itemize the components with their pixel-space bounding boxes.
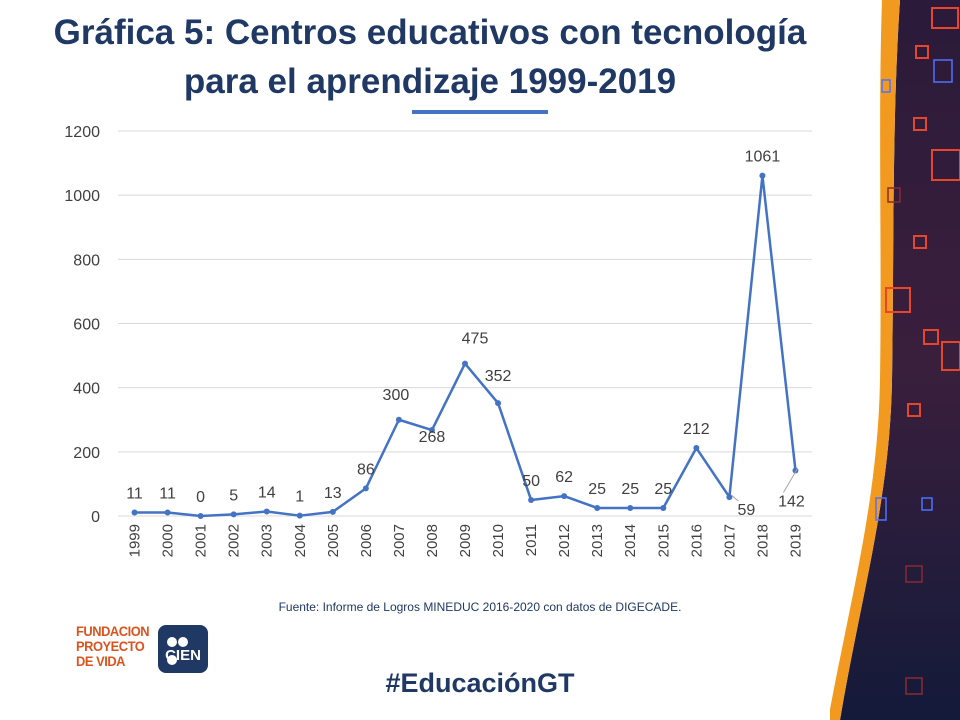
data-label: 142 <box>778 493 805 510</box>
x-tick-label: 2010 <box>490 524 507 557</box>
data-label: 352 <box>485 368 512 385</box>
data-label: 50 <box>522 473 540 490</box>
data-point <box>428 427 435 434</box>
data-point <box>263 508 270 515</box>
x-tick-label: 2019 <box>787 524 804 557</box>
slide-title: Gráfica 5: Centros educativos con tecnol… <box>0 8 860 106</box>
y-tick-label: 0 <box>91 509 100 526</box>
x-tick-label: 2018 <box>754 524 771 557</box>
data-label-leader <box>731 494 739 502</box>
y-tick-label: 1200 <box>64 124 100 141</box>
hashtag: #EducaciónGT <box>385 668 575 698</box>
x-tick-label: 2012 <box>556 524 573 557</box>
data-label: 300 <box>383 387 410 404</box>
data-label: 14 <box>258 485 276 502</box>
x-tick-label: 2001 <box>193 524 210 557</box>
slide-title-line-2: para el aprendizaje 1999-2019 <box>183 62 677 101</box>
x-tick-label: 2011 <box>523 524 540 556</box>
x-tick-label: 2003 <box>259 524 276 557</box>
fundacion-proyecto-de-vida-logo: FUNDACION PROYECTO DE VIDA <box>76 623 150 669</box>
fundacion-logo-line-2: PROYECTO <box>76 638 145 654</box>
data-point <box>528 496 535 503</box>
slide-title-line-1: Gráfica 5: Centros educativos con tecnol… <box>53 13 807 52</box>
x-tick-label: 2008 <box>424 524 441 557</box>
data-label: 268 <box>419 429 446 446</box>
data-point <box>329 508 336 515</box>
data-point <box>594 504 601 511</box>
data-label: 59 <box>737 502 755 519</box>
data-label: 25 <box>588 481 606 498</box>
y-tick-label: 200 <box>73 445 100 462</box>
data-label: 212 <box>683 421 710 438</box>
decorative-side-panel <box>830 0 960 720</box>
x-tick-label: 2017 <box>721 524 738 557</box>
data-label: 86 <box>357 461 375 478</box>
cien-logo-dots <box>167 634 199 665</box>
fundacion-logo-line-1: FUNDACION <box>76 623 150 639</box>
x-tick-label: 2000 <box>160 524 177 557</box>
data-point <box>660 504 667 511</box>
data-point <box>362 485 369 492</box>
fundacion-logo-line-3: DE VIDA <box>76 653 126 669</box>
data-point <box>164 509 171 516</box>
data-label: 13 <box>324 485 342 502</box>
y-tick-label: 400 <box>73 381 100 398</box>
x-tick-label: 2002 <box>226 524 243 557</box>
data-point <box>296 512 303 519</box>
data-label: 11 <box>159 485 176 502</box>
data-label: 1061 <box>745 149 781 166</box>
x-tick-label: 1999 <box>127 524 144 557</box>
data-label: 62 <box>555 469 573 486</box>
x-tick-label: 2014 <box>622 524 639 557</box>
source-note: Fuente: Informe de Logros MINEDUC 2016-2… <box>278 600 682 614</box>
x-tick-label: 2006 <box>358 524 375 557</box>
data-point <box>726 494 733 501</box>
data-point <box>131 509 138 516</box>
cien-logo: CIEN <box>158 625 208 673</box>
title-underline <box>412 110 548 114</box>
y-tick-label: 800 <box>73 252 100 269</box>
data-point <box>561 493 568 500</box>
data-point <box>230 511 237 518</box>
data-label: 25 <box>621 481 639 498</box>
cien-logo-text: CIEN <box>165 647 201 664</box>
data-point <box>759 172 766 179</box>
data-label: 11 <box>126 485 143 502</box>
data-label: 5 <box>229 487 238 504</box>
data-label: 25 <box>654 481 672 498</box>
data-point <box>693 444 700 451</box>
x-tick-label: 2013 <box>589 524 606 557</box>
data-label-leader <box>783 468 798 493</box>
data-point <box>627 504 634 511</box>
data-label: 0 <box>196 489 205 506</box>
x-tick-label: 2007 <box>391 524 408 557</box>
data-label: 475 <box>462 331 489 348</box>
y-tick-label: 600 <box>73 317 100 334</box>
x-tick-label: 2015 <box>655 524 672 557</box>
data-point <box>197 513 204 519</box>
data-point <box>495 400 502 407</box>
data-label: 1 <box>295 489 304 506</box>
x-tick-label: 2005 <box>325 524 342 557</box>
x-tick-label: 2016 <box>688 524 705 557</box>
data-point <box>395 416 402 423</box>
data-point <box>462 360 468 367</box>
x-tick-label: 2009 <box>457 524 474 557</box>
x-tick-label: 2004 <box>292 524 309 557</box>
y-tick-label: 1000 <box>64 188 100 205</box>
